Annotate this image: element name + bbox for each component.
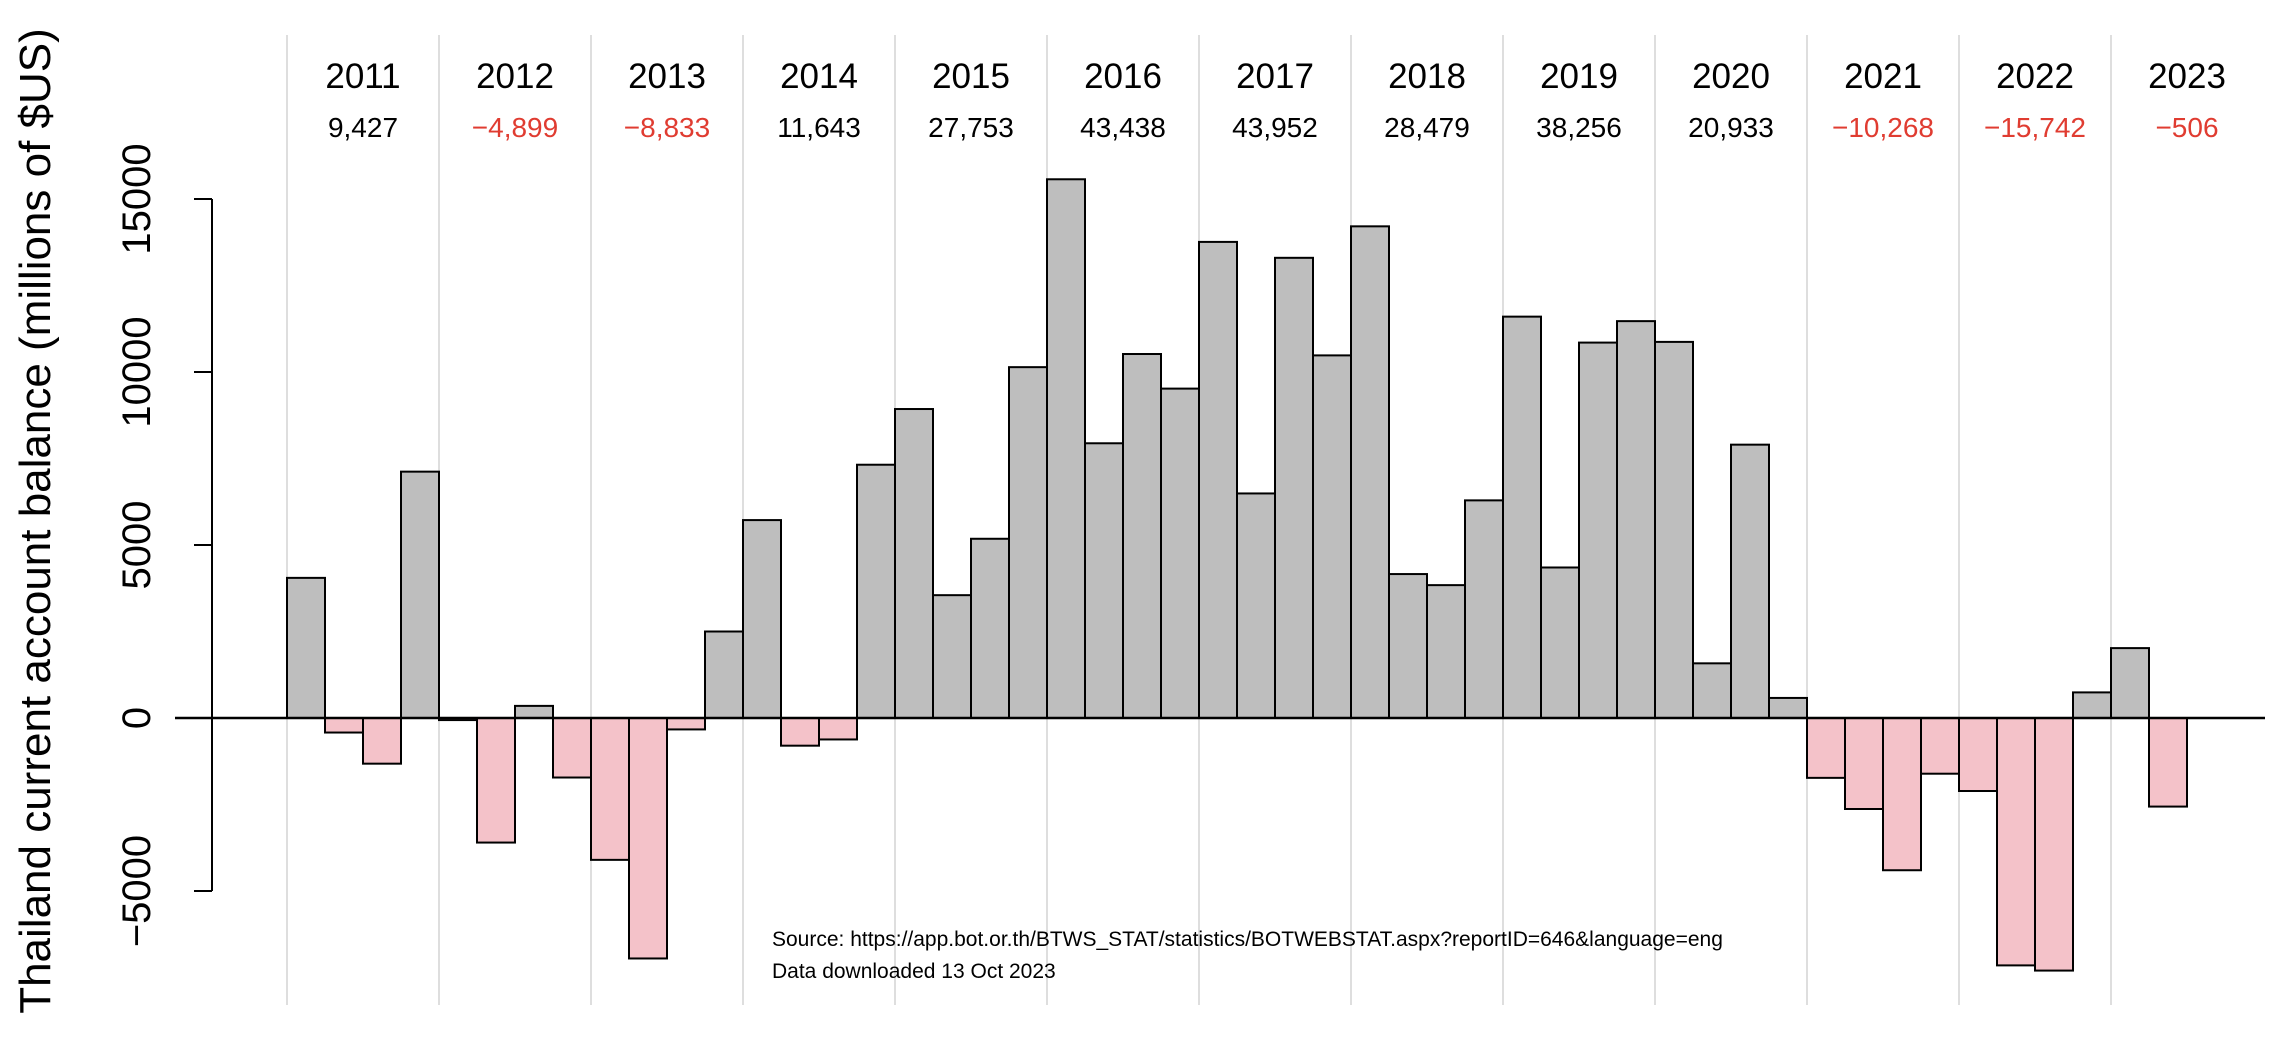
year-label: 2013 — [628, 57, 706, 96]
year-total-label: 9,427 — [328, 112, 398, 143]
bar — [704, 630, 744, 719]
bar — [1958, 717, 1998, 793]
bar — [666, 717, 706, 731]
bar — [590, 717, 630, 861]
year-label: 2023 — [2148, 57, 2226, 96]
bar — [1426, 584, 1466, 719]
bar — [1312, 354, 1352, 719]
year-total-label: −8,833 — [624, 112, 710, 143]
bars — [286, 178, 2188, 972]
y-tick-label: 0 — [115, 707, 159, 729]
bar — [1654, 340, 1694, 719]
year-label: 2014 — [780, 57, 858, 96]
year-label: 2022 — [1996, 57, 2074, 96]
bar — [476, 717, 516, 844]
bar — [856, 463, 896, 719]
bar — [1540, 566, 1580, 719]
source-note: Source: https://app.bot.or.th/BTWS_STAT/… — [772, 928, 1723, 951]
year-total-label: −4,899 — [472, 112, 558, 143]
bar — [2072, 691, 2112, 719]
bar — [1768, 696, 1808, 720]
year-total-label: −15,742 — [1984, 112, 2086, 143]
y-axis: −5000 0 5000 10000 15000 — [115, 143, 213, 947]
y-tick-label: −5000 — [115, 835, 159, 947]
year-total-label: 43,952 — [1232, 112, 1318, 143]
bar — [1236, 492, 1276, 720]
bar — [286, 576, 326, 719]
bar — [1730, 443, 1770, 719]
year-total-label: −506 — [2155, 112, 2218, 143]
year-label: 2015 — [932, 57, 1010, 96]
bar — [970, 537, 1010, 719]
year-total-label: 27,753 — [928, 112, 1014, 143]
bar — [400, 470, 440, 720]
bar — [1122, 353, 1162, 719]
year-label: 2020 — [1692, 57, 1770, 96]
bar — [1844, 717, 1884, 810]
bar — [818, 717, 858, 741]
bar — [2110, 647, 2150, 719]
bar — [324, 717, 364, 734]
year-label: 2021 — [1844, 57, 1922, 96]
year-label: 2016 — [1084, 57, 1162, 96]
bar — [2034, 717, 2074, 972]
bar — [1882, 717, 1922, 872]
year-label: 2019 — [1540, 57, 1618, 96]
bar — [514, 704, 554, 720]
bar — [1274, 256, 1314, 719]
y-axis-label: Thailand current account balance (millio… — [11, 28, 60, 1014]
bar — [742, 519, 782, 720]
year-total-label: 38,256 — [1536, 112, 1622, 143]
bar — [1996, 717, 2036, 967]
bar — [1692, 662, 1732, 719]
bar — [932, 594, 972, 719]
bar — [1464, 499, 1504, 719]
bar — [1160, 387, 1200, 719]
bar — [1198, 240, 1238, 720]
download-date-note: Data downloaded 13 Oct 2023 — [772, 960, 1056, 983]
year-total-label: −10,268 — [1832, 112, 1934, 143]
year-total-label: 28,479 — [1384, 112, 1470, 143]
bar — [362, 717, 402, 765]
bar — [1578, 341, 1618, 719]
year-label: 2012 — [476, 57, 554, 96]
year-headers: 2011 9,427 2012 −4,899 2013 −8,833 2014 11,643 2… — [325, 57, 2226, 143]
bar — [1502, 315, 1542, 719]
bar — [1008, 366, 1048, 719]
bar — [1616, 320, 1656, 719]
year-label: 2017 — [1236, 57, 1314, 96]
bar — [1350, 225, 1390, 719]
y-tick-label: 15000 — [115, 143, 159, 254]
year-label: 2011 — [325, 57, 400, 96]
bar — [628, 717, 668, 960]
bar — [894, 408, 934, 719]
bar — [780, 717, 820, 747]
bar — [2148, 717, 2188, 808]
year-total-label: 20,933 — [1688, 112, 1774, 143]
bar — [552, 717, 592, 779]
year-total-label: 11,643 — [777, 112, 861, 143]
bar — [1046, 178, 1086, 719]
bar — [1806, 717, 1846, 779]
year-label: 2018 — [1388, 57, 1466, 96]
bar — [1084, 442, 1124, 719]
bar — [1388, 573, 1428, 720]
bar — [1920, 717, 1960, 775]
y-tick-label: 10000 — [115, 316, 159, 427]
year-total-label: 43,438 — [1080, 112, 1166, 143]
y-tick-label: 5000 — [115, 501, 159, 590]
